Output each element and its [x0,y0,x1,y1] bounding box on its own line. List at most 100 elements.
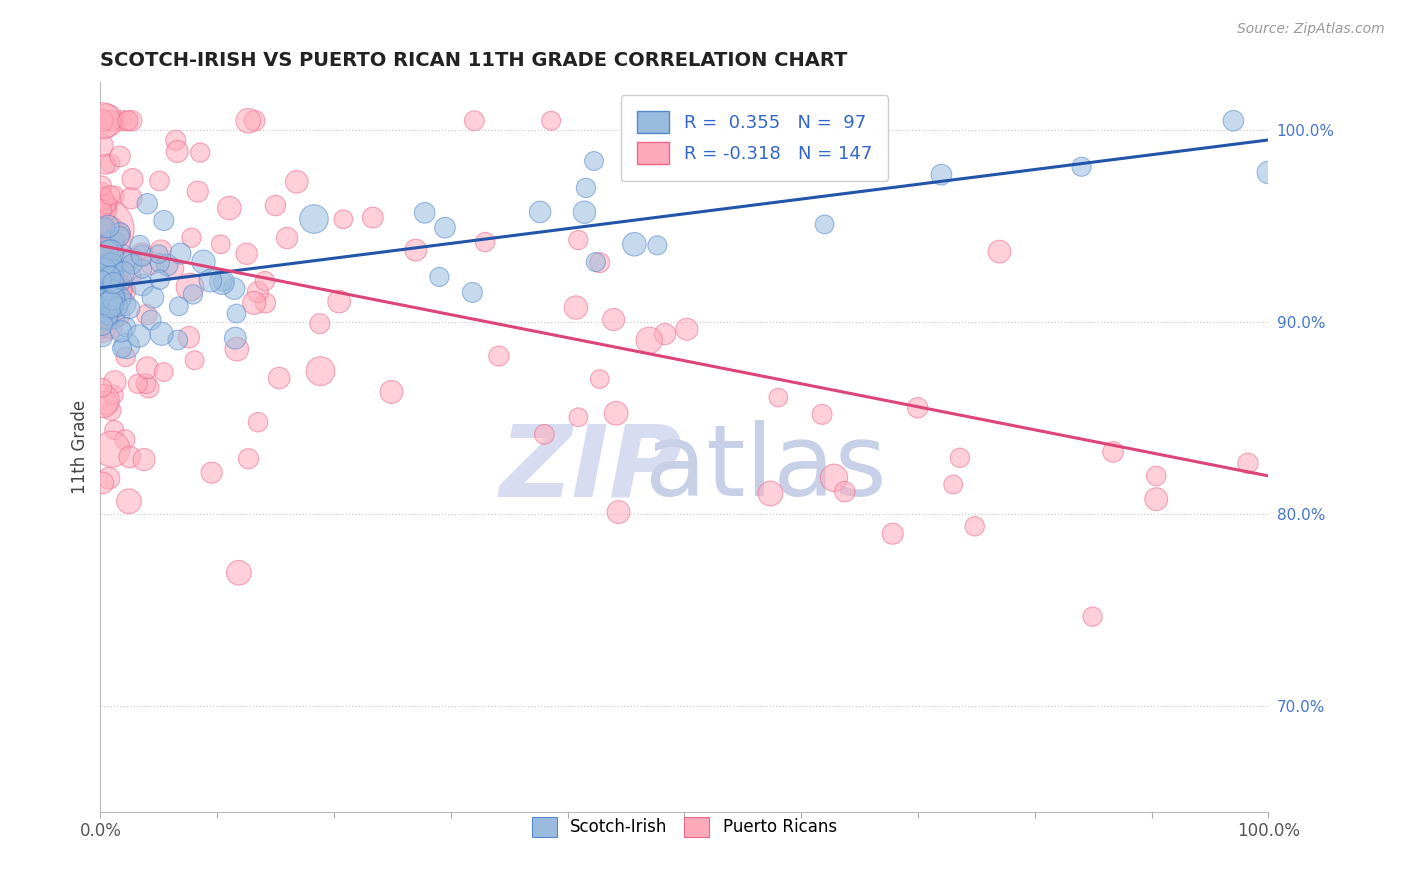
Point [111,247,134,261]
Point [94,281,117,295]
Point [759,486,782,500]
Point [93,220,115,235]
Point [101,247,124,261]
Point [98,246,121,260]
Point [108,229,131,244]
Point [211,275,233,289]
Point [96,197,118,211]
Point [101,442,124,457]
Point [567,233,589,247]
Point [98,282,121,296]
Point [112,284,135,298]
Point [131,261,153,276]
Point [100,320,122,334]
Point [574,205,596,219]
Text: SCOTCH-IRISH VS PUERTO RICAN 11TH GRADE CORRELATION CHART: SCOTCH-IRISH VS PUERTO RICAN 11TH GRADE … [100,51,848,70]
Point [98,188,121,202]
Point [90,192,112,206]
Point [131,247,153,261]
Point [108,309,131,323]
Point [90,281,112,295]
Point [1144,469,1167,483]
Point [166,333,188,347]
Point [309,364,332,378]
Point [115,339,138,353]
Point [768,391,790,405]
Point [98,297,121,311]
Point [91,475,114,490]
Point [97,302,120,317]
Point [582,154,605,169]
Point [103,266,125,280]
Point [429,270,451,285]
Point [91,264,114,278]
Point [308,317,330,331]
Point [238,451,260,466]
Text: Source: ZipAtlas.com: Source: ZipAtlas.com [1237,22,1385,37]
Point [813,218,835,232]
Point [131,248,153,262]
Text: ZIP: ZIP [499,420,682,517]
Point [1144,492,1167,507]
Point [103,423,125,437]
Point [149,244,172,258]
Point [332,212,354,227]
Point [101,260,124,274]
Point [540,113,562,128]
Point [104,278,127,293]
Point [676,322,699,336]
Point [111,273,134,287]
Point [118,450,141,464]
Point [533,427,555,442]
Point [380,384,402,399]
Point [97,290,120,304]
Point [120,191,142,205]
Point [90,273,112,287]
Point [94,396,117,410]
Point [413,206,436,220]
Point [121,257,143,271]
Point [114,433,136,447]
Point [247,415,270,429]
Point [246,285,269,299]
Point [209,237,232,252]
Point [235,246,257,260]
Point [103,188,125,202]
Text: atlas: atlas [645,420,887,517]
Point [112,265,135,279]
Point [121,172,143,186]
Point [607,505,630,519]
Point [90,287,112,301]
Point [90,251,112,265]
Point [90,320,112,334]
Point [131,278,153,293]
Point [647,238,669,252]
Point [100,257,122,271]
Point [224,282,246,296]
Point [1257,165,1279,179]
Point [183,353,205,368]
Point [149,256,172,270]
Point [90,178,112,193]
Point [264,198,287,212]
Point [90,301,112,315]
Point [132,452,155,467]
Point [100,404,122,418]
Point [463,113,485,128]
Point [96,280,118,294]
Point [623,237,645,252]
Point [942,477,965,491]
Point [474,235,496,249]
Point [224,331,246,345]
Point [94,227,117,242]
Point [179,280,201,294]
Point [1081,609,1104,624]
Point [139,258,162,272]
Point [94,310,117,324]
Point [269,371,291,385]
Point [91,394,114,409]
Y-axis label: 11th Grade: 11th Grade [72,400,89,494]
Legend: Scotch-Irish, Puerto Ricans: Scotch-Irish, Puerto Ricans [526,810,844,844]
Point [90,113,112,128]
Point [108,265,131,279]
